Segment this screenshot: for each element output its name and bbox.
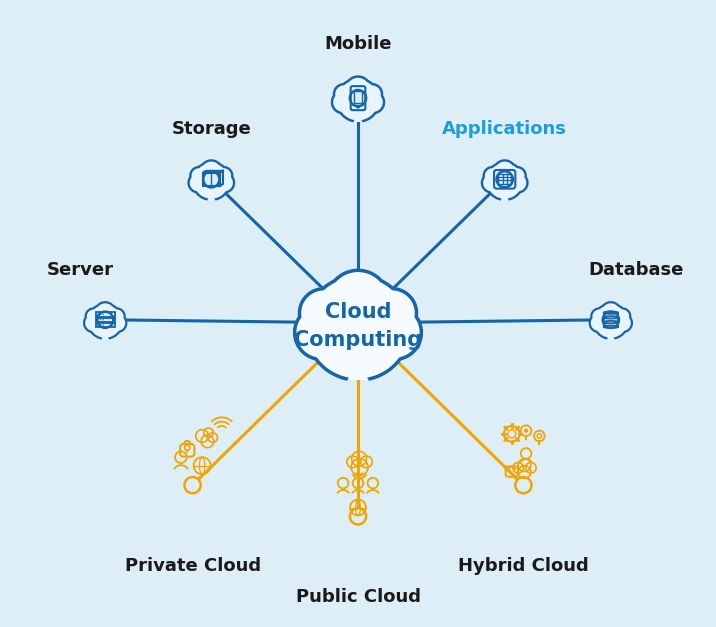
Text: Hybrid Cloud: Hybrid Cloud: [458, 557, 589, 575]
Text: Public Cloud: Public Cloud: [296, 588, 420, 606]
Bar: [498, 174, 511, 184]
Circle shape: [511, 477, 513, 478]
Circle shape: [100, 324, 101, 325]
Circle shape: [97, 319, 99, 320]
Circle shape: [102, 314, 104, 315]
Circle shape: [203, 171, 219, 187]
Circle shape: [100, 314, 101, 315]
Bar: [96, 312, 115, 317]
Circle shape: [509, 477, 511, 478]
Text: Mobile: Mobile: [324, 35, 392, 53]
Bar: [354, 91, 362, 103]
Circle shape: [185, 477, 200, 493]
Text: Database: Database: [588, 261, 684, 278]
Bar: [96, 318, 115, 322]
Bar: [96, 323, 115, 327]
Circle shape: [513, 477, 515, 478]
Circle shape: [350, 90, 366, 106]
Circle shape: [97, 324, 99, 325]
Text: Applications: Applications: [442, 120, 567, 138]
Circle shape: [524, 428, 528, 433]
Circle shape: [100, 319, 101, 320]
Circle shape: [102, 324, 104, 325]
Circle shape: [97, 314, 99, 315]
Circle shape: [350, 508, 366, 525]
Text: Storage: Storage: [171, 120, 251, 138]
Circle shape: [516, 477, 531, 493]
Text: Server: Server: [47, 261, 114, 278]
Circle shape: [603, 312, 619, 328]
Circle shape: [97, 312, 113, 328]
Circle shape: [102, 319, 104, 320]
Text: Cloud
Computing: Cloud Computing: [294, 302, 422, 350]
Bar: [203, 172, 220, 186]
Circle shape: [497, 171, 513, 187]
Text: Private Cloud: Private Cloud: [125, 557, 261, 575]
